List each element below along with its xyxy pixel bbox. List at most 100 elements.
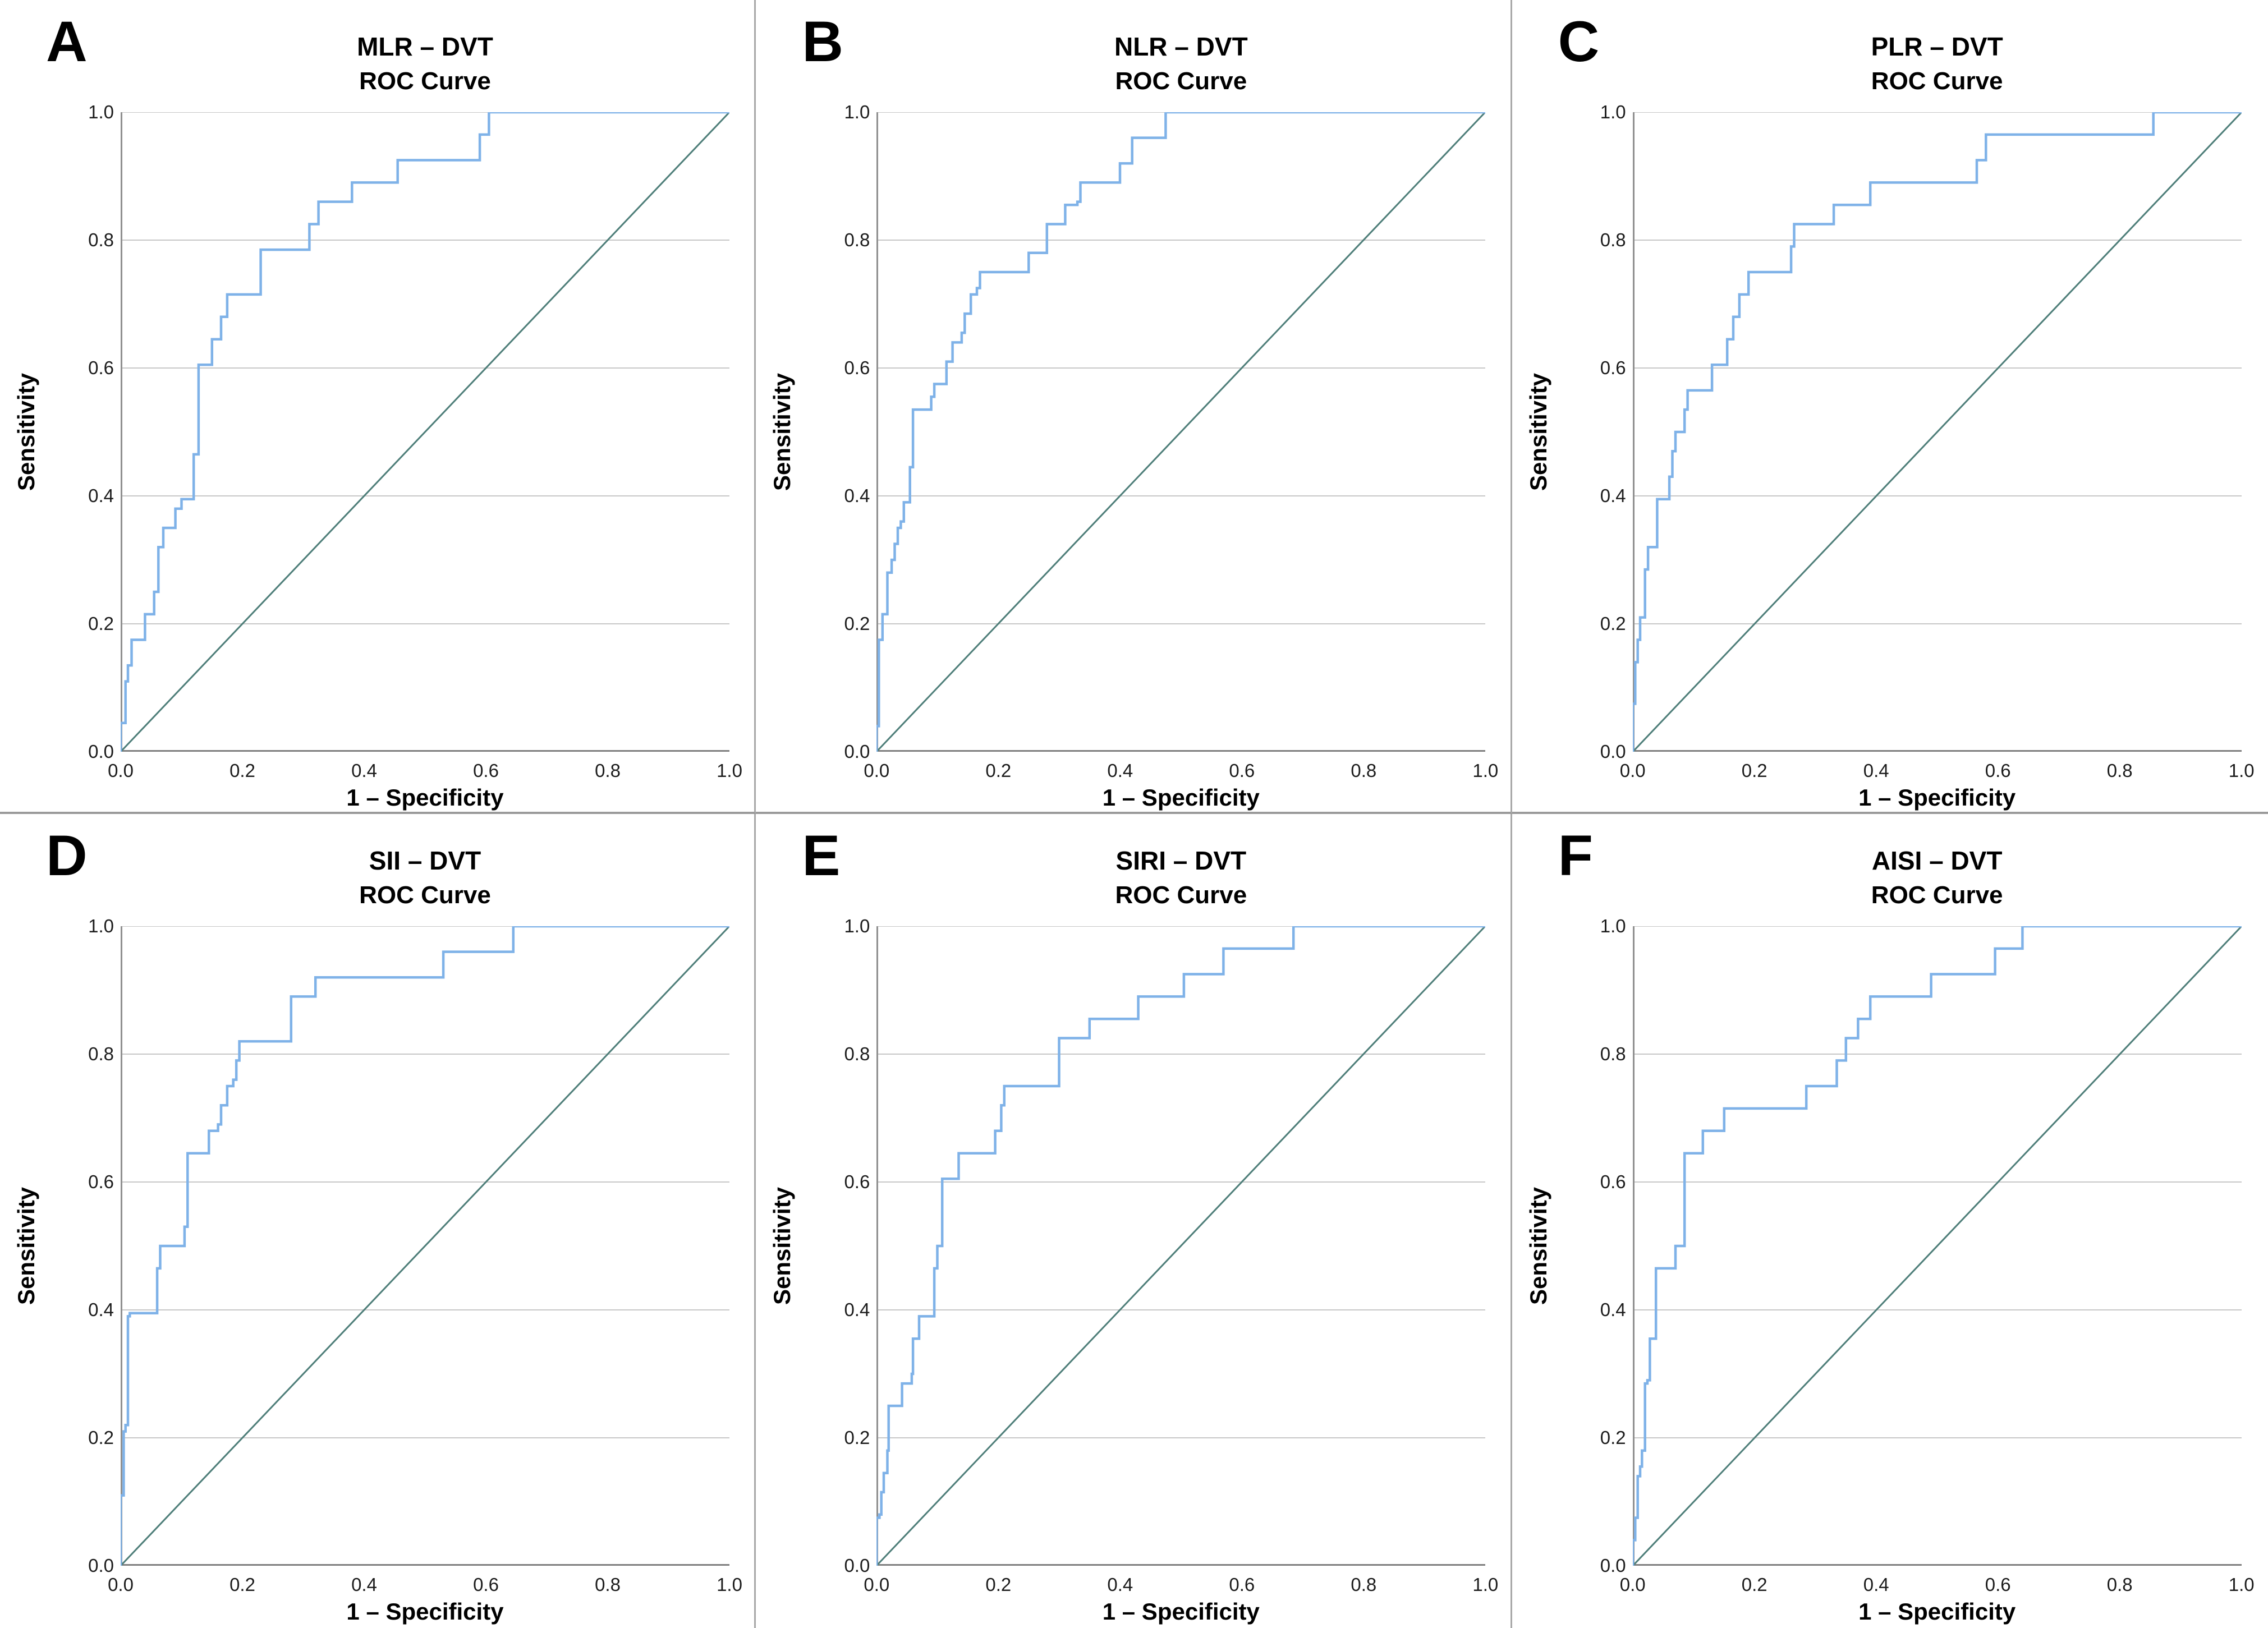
x-axis-label: 1 – Specificity xyxy=(1102,784,1260,811)
chart-subtitle: ROC Curve xyxy=(1115,881,1247,909)
y-axis-label: Sensitivity xyxy=(13,372,39,491)
y-tick-label: 0.0 xyxy=(1600,1555,1626,1576)
x-axis-label: 1 – Specificity xyxy=(1858,1598,2016,1625)
roc-panel-mlr: A MLR – DVT ROC Curve Sensitivity 1 – Sp… xyxy=(0,0,756,814)
roc-plot xyxy=(876,926,1486,1566)
panel-letter: A xyxy=(46,10,88,73)
y-tick-label: 0.2 xyxy=(88,613,114,634)
panel-title-block: SIRI – DVT ROC Curve xyxy=(876,843,1485,913)
y-tick-label: 0.6 xyxy=(88,1171,114,1192)
y-tick-label: 0.4 xyxy=(1600,485,1626,506)
y-tick-label: 0.0 xyxy=(1600,741,1626,762)
panel-title-block: PLR – DVT ROC Curve xyxy=(1633,29,2242,99)
chart-subtitle: ROC Curve xyxy=(1115,67,1247,95)
panel-letter: C xyxy=(1558,10,1600,73)
x-tick-label: 0.0 xyxy=(1619,1574,1646,1595)
x-tick-label: 0.6 xyxy=(1985,760,2011,781)
y-tick-label: 0.0 xyxy=(844,741,870,762)
x-axis-label: 1 – Specificity xyxy=(346,1598,504,1625)
x-tick-label: 0.2 xyxy=(985,760,1012,781)
roc-curve xyxy=(876,112,1486,752)
y-tick-label: 0.2 xyxy=(1600,1427,1626,1448)
roc-plot xyxy=(121,112,729,752)
x-tick-label: 1.0 xyxy=(717,1574,742,1595)
y-tick-label: 0.8 xyxy=(88,229,114,250)
x-tick-label: 0.8 xyxy=(595,760,621,781)
roc-curve xyxy=(1632,926,2242,1566)
x-tick-label: 0.2 xyxy=(985,1574,1012,1595)
y-tick-label: 0.0 xyxy=(88,1555,114,1576)
y-tick-label: 0.2 xyxy=(844,613,870,634)
x-axis-label: 1 – Specificity xyxy=(1102,1598,1260,1625)
roc-plot xyxy=(876,112,1486,752)
x-tick-label: 1.0 xyxy=(2228,1574,2255,1595)
y-tick-label: 0.8 xyxy=(1600,229,1626,250)
x-tick-label: 0.6 xyxy=(1229,1574,1255,1595)
x-tick-label: 0.4 xyxy=(1863,1574,1889,1595)
chart-title: AISI – DVT xyxy=(1871,846,2003,875)
x-tick-label: 0.6 xyxy=(473,1574,499,1595)
reference-line xyxy=(876,112,1486,752)
x-tick-label: 0.6 xyxy=(1985,1574,2011,1595)
roc-plot xyxy=(121,926,729,1566)
x-tick-label: 0.4 xyxy=(1107,760,1133,781)
x-tick-label: 0.0 xyxy=(108,760,134,781)
roc-panel-nlr: B NLR – DVT ROC Curve Sensitivity 1 – Sp… xyxy=(756,0,1512,814)
y-axis-label: Sensitivity xyxy=(13,1186,39,1305)
panel-title-block: NLR – DVT ROC Curve xyxy=(876,29,1485,99)
y-tick-label: 0.4 xyxy=(1600,1299,1626,1320)
y-tick-label: 0.8 xyxy=(844,229,870,250)
chart-subtitle: ROC Curve xyxy=(1871,881,2003,909)
x-tick-label: 1.0 xyxy=(2228,760,2255,781)
x-tick-label: 0.0 xyxy=(864,760,890,781)
y-tick-label: 0.4 xyxy=(844,485,870,506)
reference-line xyxy=(1632,926,2242,1566)
y-tick-label: 0.6 xyxy=(1600,1171,1626,1192)
panel-letter: B xyxy=(802,10,843,73)
y-tick-label: 0.2 xyxy=(88,1427,114,1448)
chart-title: NLR – DVT xyxy=(1114,32,1248,61)
x-tick-label: 0.2 xyxy=(229,760,255,781)
roc-plot xyxy=(1632,112,2242,752)
x-tick-label: 0.4 xyxy=(1107,1574,1133,1595)
x-tick-label: 0.8 xyxy=(2106,1574,2133,1595)
reference-line xyxy=(1632,112,2242,752)
chart-title: PLR – DVT xyxy=(1871,32,2003,61)
y-tick-label: 0.2 xyxy=(1600,613,1626,634)
y-tick-label: 1.0 xyxy=(1600,916,1626,936)
roc-plot xyxy=(1632,926,2242,1566)
x-tick-label: 0.8 xyxy=(1351,760,1377,781)
roc-panel-aisi: F AISI – DVT ROC Curve Sensitivity 1 – S… xyxy=(1512,814,2268,1628)
y-tick-label: 1.0 xyxy=(844,916,870,936)
roc-curve xyxy=(876,926,1486,1566)
y-axis-label: Sensitivity xyxy=(769,1186,796,1305)
x-tick-label: 0.2 xyxy=(229,1574,255,1595)
reference-line xyxy=(121,112,729,752)
roc-curve xyxy=(121,112,729,752)
y-tick-label: 0.6 xyxy=(88,357,114,378)
y-tick-label: 0.6 xyxy=(1600,357,1626,378)
x-tick-label: 0.0 xyxy=(1619,760,1646,781)
x-tick-label: 0.2 xyxy=(1741,760,1767,781)
y-axis-label: Sensitivity xyxy=(1525,372,1551,491)
y-tick-label: 1.0 xyxy=(88,916,114,936)
x-tick-label: 0.0 xyxy=(108,1574,134,1595)
roc-panel-plr: C PLR – DVT ROC Curve Sensitivity 1 – Sp… xyxy=(1512,0,2268,814)
reference-line xyxy=(121,926,729,1566)
x-tick-label: 0.2 xyxy=(1741,1574,1767,1595)
x-tick-label: 0.8 xyxy=(1351,1574,1377,1595)
x-axis-label: 1 – Specificity xyxy=(346,784,504,811)
x-axis-label: 1 – Specificity xyxy=(1858,784,2016,811)
x-tick-label: 1.0 xyxy=(1472,1574,1499,1595)
x-tick-label: 1.0 xyxy=(1472,760,1499,781)
x-tick-label: 0.8 xyxy=(2106,760,2133,781)
x-tick-label: 0.8 xyxy=(595,1574,621,1595)
chart-title: SIRI – DVT xyxy=(1115,846,1247,875)
reference-line xyxy=(876,926,1486,1566)
panel-letter: D xyxy=(46,824,88,887)
chart-subtitle: ROC Curve xyxy=(359,67,491,95)
y-tick-label: 0.0 xyxy=(844,1555,870,1576)
y-tick-label: 0.8 xyxy=(88,1043,114,1064)
y-tick-label: 0.6 xyxy=(844,1171,870,1192)
